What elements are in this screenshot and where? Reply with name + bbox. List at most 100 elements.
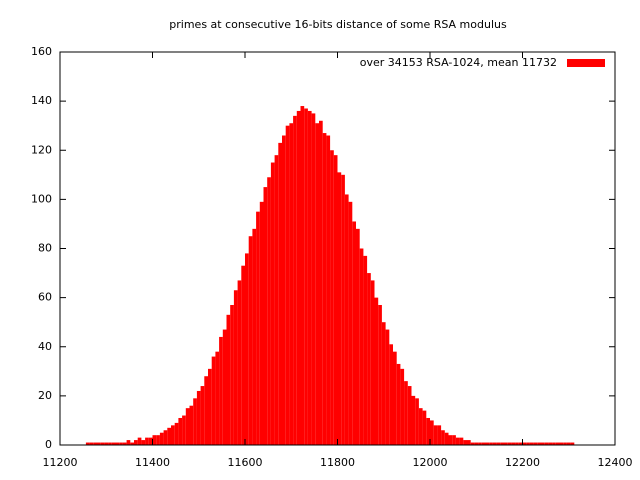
bar (496, 442, 501, 445)
bar (359, 248, 364, 445)
bar (393, 351, 397, 445)
bar (126, 440, 131, 445)
bar (570, 442, 575, 445)
bar (185, 408, 190, 445)
bar (381, 322, 386, 445)
bar (211, 356, 216, 445)
bar (137, 437, 142, 445)
bar (93, 442, 97, 445)
chart-title: primes at consecutive 16-bits distance o… (169, 18, 507, 31)
bar (293, 115, 297, 446)
x-tick-label: 12400 (598, 456, 633, 469)
x-tick-label: 12200 (505, 456, 540, 469)
bar (348, 201, 353, 445)
bar (248, 236, 253, 445)
bar (282, 135, 286, 445)
bar (492, 442, 497, 445)
bar (444, 432, 449, 445)
bar (356, 228, 360, 445)
y-tick-label: 120 (31, 143, 52, 156)
bar (208, 368, 212, 445)
bar (544, 442, 549, 445)
bar (171, 425, 175, 445)
bar (108, 442, 112, 445)
bar (134, 440, 138, 445)
bar (89, 442, 94, 445)
bar (226, 314, 231, 445)
bar (389, 344, 393, 445)
bar (378, 304, 382, 445)
y-tick-label: 80 (38, 242, 52, 255)
bar (222, 329, 227, 445)
bar (119, 442, 123, 445)
bar (296, 110, 301, 445)
bar (407, 386, 412, 445)
bar (289, 123, 294, 445)
bar (189, 405, 194, 445)
bar (552, 442, 556, 445)
bar (437, 425, 442, 445)
bar (559, 442, 564, 445)
bar (485, 442, 490, 445)
bar (400, 368, 405, 445)
bar (341, 174, 345, 445)
bar (500, 442, 504, 445)
bar (241, 265, 245, 445)
bar (529, 442, 534, 445)
bar (344, 194, 349, 445)
bar (182, 415, 186, 445)
x-tick-label: 11800 (320, 456, 355, 469)
bar (415, 398, 419, 445)
bar (518, 442, 523, 445)
bar (418, 408, 423, 445)
bar (463, 440, 467, 445)
bar (111, 442, 116, 445)
bar (330, 150, 334, 445)
bar (541, 442, 545, 445)
bar (533, 442, 538, 445)
bar (455, 437, 460, 445)
y-tick-label: 100 (31, 192, 52, 205)
bar (385, 329, 390, 445)
bar (489, 442, 493, 445)
bar (426, 417, 430, 445)
legend-swatch (567, 59, 605, 67)
bar (311, 113, 316, 445)
bar (526, 442, 530, 445)
bar (115, 442, 120, 445)
y-tick-label: 20 (38, 389, 52, 402)
bar (167, 427, 171, 445)
bar (307, 110, 312, 445)
bar (215, 351, 220, 445)
y-tick-label: 60 (38, 291, 52, 304)
bar (237, 280, 242, 445)
bar (404, 381, 408, 445)
bar (145, 437, 149, 445)
x-tick-label: 11600 (228, 456, 263, 469)
bar (252, 228, 257, 445)
bar (370, 280, 375, 445)
bar (156, 435, 160, 445)
bar (374, 297, 379, 445)
bar (452, 435, 456, 445)
bar (433, 425, 438, 445)
bar (411, 395, 416, 445)
bar (363, 255, 368, 445)
bar (152, 435, 157, 445)
bar (352, 221, 356, 445)
bar (396, 363, 401, 445)
bar (97, 442, 101, 445)
bar (422, 410, 427, 445)
legend-label: over 34153 RSA-1024, mean 11732 (360, 56, 557, 69)
bar (267, 177, 271, 446)
bar (430, 420, 434, 445)
bar (470, 442, 475, 445)
bar (100, 442, 105, 445)
bar (274, 155, 279, 445)
bar (537, 442, 541, 445)
x-tick-label: 12000 (413, 456, 448, 469)
bar (256, 211, 260, 445)
bar (174, 422, 179, 445)
bar (441, 430, 445, 445)
